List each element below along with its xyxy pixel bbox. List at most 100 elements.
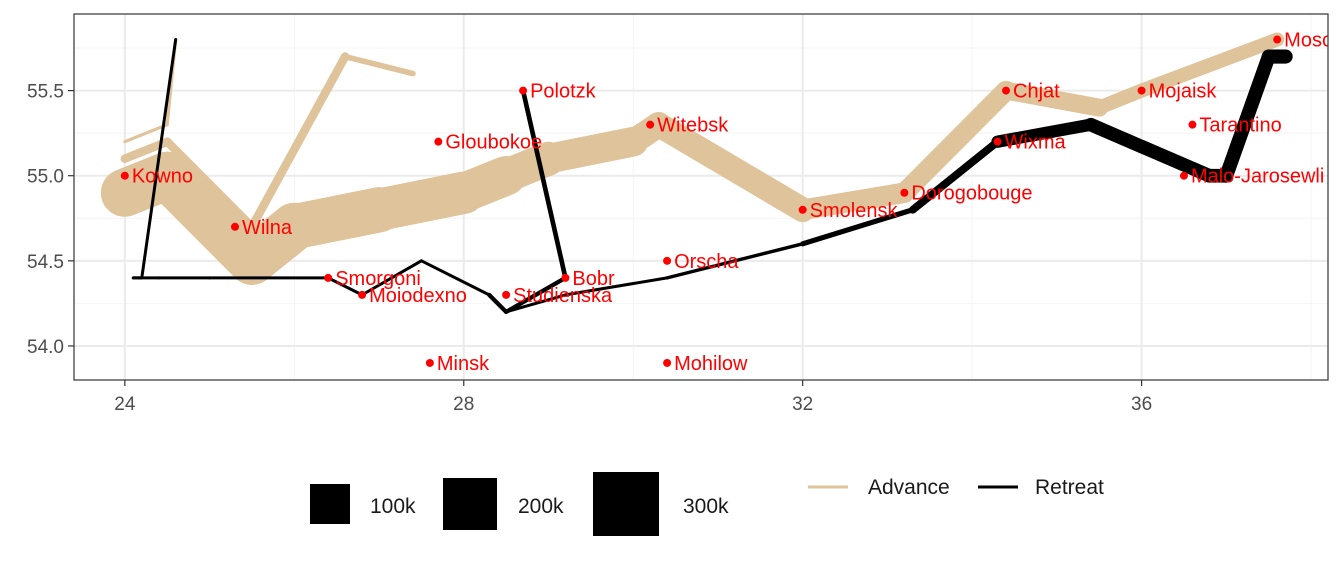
plot-panel <box>74 14 1328 380</box>
city-label: Gloubokoe <box>445 132 542 154</box>
legend-direction-label: Retreat <box>1035 476 1104 499</box>
y-tick-label: 55.0 <box>27 167 64 188</box>
legend-size-item: 300k <box>593 472 729 536</box>
legend: 100k 200k 300k Advance Retreat <box>310 472 1104 536</box>
city-label: Bobr <box>572 268 615 290</box>
path-segment <box>646 112 816 223</box>
city-label: Smorgoni <box>335 268 421 290</box>
city-point <box>358 290 367 299</box>
path-segment <box>792 182 915 221</box>
path-segment <box>123 123 169 144</box>
legend-direction-item: Retreat <box>978 476 1104 499</box>
x-tick-label: 36 <box>1131 394 1152 415</box>
city-label: Kowno <box>132 166 193 188</box>
city: Chjat <box>1002 81 1060 103</box>
city-label: Moscou <box>1284 30 1344 52</box>
legend-size-label: 100k <box>370 495 416 518</box>
series-retreat-group-1 <box>131 49 1293 314</box>
city-point <box>1188 120 1197 129</box>
path-segment <box>1092 83 1149 115</box>
x-tick-label: 28 <box>453 394 474 415</box>
city-label: Chjat <box>1013 81 1060 103</box>
city-label: Wixma <box>1005 132 1067 154</box>
city-point <box>1137 86 1146 95</box>
path-segment <box>1219 49 1276 183</box>
axes: 24 28 32 36 54.0 54.5 55.0 55.5 <box>27 82 1152 415</box>
city-point <box>798 205 807 214</box>
legend-size-label: 300k <box>683 495 729 518</box>
legend-size-item: 100k <box>310 484 416 524</box>
city-point <box>561 273 570 282</box>
city-point <box>425 358 434 367</box>
path-segment <box>1083 117 1217 183</box>
path-segment <box>247 52 350 232</box>
city-point <box>434 137 443 146</box>
y-tick-label: 54.5 <box>27 252 64 273</box>
city: Polotzk <box>519 81 597 103</box>
city: Witebsk <box>646 115 729 137</box>
city: Mojaisk <box>1137 81 1218 103</box>
path-segment <box>162 137 257 232</box>
city-point <box>663 358 672 367</box>
legend-size-label: 200k <box>518 495 564 518</box>
city: Gloubokoe <box>434 132 542 154</box>
city-label: Orscha <box>674 251 739 273</box>
city-point <box>120 171 129 180</box>
army-paths <box>100 32 1293 315</box>
city-point <box>900 188 909 197</box>
city: Moscou <box>1273 30 1344 52</box>
city: Wixma <box>993 132 1067 154</box>
legend-size-key <box>443 478 497 530</box>
city: Malo-Jarosewli <box>1179 166 1324 188</box>
city-point <box>646 120 655 129</box>
legend-direction-label: Advance <box>868 476 950 499</box>
legend-size-item: 200k <box>443 478 564 530</box>
city: Studienska <box>502 285 613 307</box>
city: Kowno <box>120 166 193 188</box>
path-segment <box>419 259 491 297</box>
path-segment <box>800 207 916 247</box>
city-point <box>324 273 333 282</box>
path-segment <box>563 276 669 297</box>
city: Mohilow <box>663 353 748 375</box>
panel-border <box>73 13 1329 381</box>
y-tick-label: 55.5 <box>27 82 64 103</box>
city-point <box>663 256 672 265</box>
city-point <box>993 137 1002 146</box>
city-point <box>1002 86 1011 95</box>
path-segment <box>665 242 805 280</box>
city-label: Smolensk <box>810 200 899 222</box>
city: Minsk <box>425 353 490 375</box>
city-point <box>230 222 239 231</box>
x-tick-label: 32 <box>792 394 813 415</box>
city-point <box>519 86 528 95</box>
city: Dorogobouge <box>900 183 1033 205</box>
legend-size-key <box>593 472 659 536</box>
path-segment <box>520 88 568 281</box>
city-point <box>1179 171 1188 180</box>
legend-direction-item: Advance <box>808 476 950 499</box>
city-label: Minsk <box>437 353 490 375</box>
city-label: Polotzk <box>530 81 597 103</box>
legend-size-key <box>310 484 350 524</box>
path-segment <box>1134 32 1285 98</box>
path-segment <box>487 292 509 315</box>
path-segment <box>997 81 1109 117</box>
path-segment <box>894 80 1016 203</box>
city-point <box>1273 35 1282 44</box>
city: Moiodexno <box>358 285 467 307</box>
city-point <box>502 290 511 299</box>
y-tick-label: 54.0 <box>27 337 64 358</box>
city-label: Mojaisk <box>1149 81 1218 103</box>
city-label: Studienska <box>513 285 613 307</box>
path-segment <box>504 275 568 315</box>
city: Smorgoni <box>324 268 421 290</box>
city: Bobr <box>561 268 615 290</box>
city: Orscha <box>663 251 739 273</box>
city-label: Malo-Jarosewli <box>1191 166 1324 188</box>
city-label: Moiodexno <box>369 285 467 307</box>
path-segment <box>140 38 178 280</box>
